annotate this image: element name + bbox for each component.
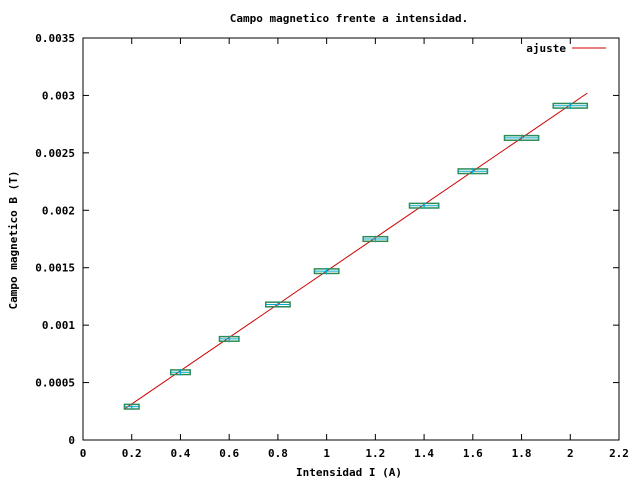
data-point	[130, 405, 133, 408]
y-tick-label: 0.003	[42, 89, 75, 102]
data-point	[179, 371, 182, 374]
x-tick-label: 1.2	[365, 447, 385, 460]
y-tick-label: 0.001	[42, 319, 75, 332]
y-tick-label: 0.0025	[35, 147, 75, 160]
y-axis-label: Campo magnetico B (T)	[7, 170, 20, 309]
fit-line-ajuste	[124, 92, 588, 410]
data-point	[374, 238, 377, 240]
y-tick-label: 0.0015	[35, 262, 75, 275]
x-tick-label: 0.8	[268, 447, 288, 460]
plot-frame	[82, 37, 620, 441]
x-tick-label: 1.4	[414, 447, 434, 460]
data-point	[520, 136, 523, 139]
data-point	[423, 204, 426, 207]
x-axis-label: Intensidad I (A)	[296, 466, 402, 479]
data-marks	[123, 92, 589, 410]
x-tick-label: 0.6	[219, 447, 239, 460]
data-point	[569, 104, 572, 107]
legend-label-ajuste: ajuste	[526, 42, 566, 55]
data-point	[471, 170, 474, 173]
legend: ajuste	[526, 42, 606, 55]
data-point	[325, 270, 328, 273]
x-tick-label: 2	[567, 447, 574, 460]
x-tick-label: 0	[80, 447, 87, 460]
y-tick-label: 0.0005	[35, 377, 75, 390]
y-tick-label: 0.002	[42, 204, 75, 217]
data-point	[276, 303, 279, 306]
axis-ticks: 0 0.2 0.4 0.6 0.8 1 1.2 1.4 1.6 1.8 2 2.2 0 0.0005 0.0…	[35, 32, 629, 460]
x-tick-label: 0.2	[122, 447, 142, 460]
x-tick-label: 1	[323, 447, 330, 460]
x-tick-label: 1.6	[463, 447, 483, 460]
x-tick-label: 0.4	[171, 447, 191, 460]
data-point	[228, 337, 231, 340]
y-tick-label: 0.0035	[35, 32, 75, 45]
x-tick-label: 1.8	[512, 447, 532, 460]
chart-title: Campo magnetico frente a intensidad.	[230, 12, 468, 25]
y-tick-label: 0	[68, 434, 75, 447]
x-tick-label: 2.2	[609, 447, 629, 460]
